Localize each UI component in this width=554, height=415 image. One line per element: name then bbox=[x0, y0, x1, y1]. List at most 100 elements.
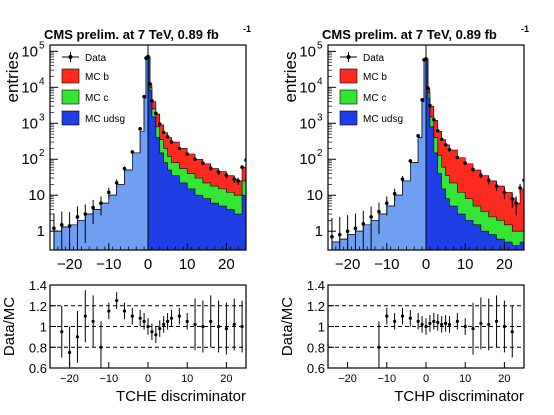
tchp-ratio-y-tick-label: 0.6 bbox=[307, 361, 325, 376]
tche-main-x-tick-label: 0 bbox=[144, 256, 152, 273]
tchp-ratio-ratio-point bbox=[455, 319, 459, 323]
tchp-main-y-tick-label: 10 bbox=[299, 43, 316, 60]
tchp-ratio-x-tick-label: −20 bbox=[338, 373, 357, 385]
tchp-ratio-ratio-point bbox=[494, 319, 499, 323]
tche-main-data-point bbox=[122, 166, 127, 171]
tchp-main-data-point bbox=[426, 86, 430, 90]
tche-ratio-x-tick-label: −20 bbox=[60, 373, 79, 385]
tche-ratio-ratio-point bbox=[68, 350, 72, 355]
tchp-ratio-ratio-point bbox=[424, 324, 428, 329]
tche-main-data-point bbox=[240, 165, 244, 170]
tchp-main-data-point bbox=[494, 184, 499, 188]
tche-main-data-point bbox=[59, 223, 64, 227]
tche-ratio-x-tick-label: −10 bbox=[99, 373, 118, 385]
tchp-main-data-point bbox=[432, 117, 436, 122]
tche-main-data-point bbox=[114, 181, 119, 185]
tche-main-y-tick-label: 10 bbox=[21, 115, 38, 132]
tchp-main-x-tick-label: −10 bbox=[374, 256, 399, 273]
tche-ratio-ratio-point bbox=[115, 298, 119, 303]
tche-ratio-y-tick-label: 1 bbox=[40, 320, 47, 335]
tche-main-data-point bbox=[107, 190, 111, 195]
tchp-main-y-tick-exponent: 2 bbox=[317, 148, 323, 159]
tchp-main-data-point bbox=[353, 226, 358, 231]
tche-ratio-ratio-point bbox=[91, 319, 95, 323]
tche-main-y-tick-exponent: 5 bbox=[39, 40, 45, 51]
tchp-ratio-ratio-point bbox=[471, 326, 475, 331]
tchp-ratio-y-tick-label: 1.2 bbox=[307, 299, 325, 314]
tche-ratio-ratio-point bbox=[130, 314, 134, 318]
tche-ratio-ratio-point bbox=[154, 333, 158, 337]
tche-ratio-panel: −20 −10 0 10 20 0.6 0.8 1 1.2 1.4 Data/MC TCHE disc… bbox=[1, 278, 247, 405]
tche-main-data-point bbox=[165, 135, 170, 139]
tchp-ratio-x-tick-label: 0 bbox=[423, 373, 429, 385]
tchp-main-data-point bbox=[502, 190, 507, 195]
tchp-main-data-point bbox=[439, 137, 444, 142]
tche-ratio-ratio-point bbox=[150, 330, 154, 334]
tchp-ratio-ratio-point bbox=[408, 316, 412, 320]
tche-ratio-ratio-point bbox=[216, 324, 221, 329]
tche-main-data-point bbox=[224, 173, 229, 178]
tche-ratio-ratio-point bbox=[166, 319, 170, 323]
tchp-ratio-x-tick-label: −10 bbox=[377, 373, 396, 385]
tchp-main-legend-data-marker bbox=[346, 55, 351, 59]
tchp-main-y-tick-exponent: 5 bbox=[317, 40, 323, 51]
tche-main-legend-swatch bbox=[61, 89, 80, 105]
tche-main-data-point bbox=[154, 111, 158, 116]
tchp-main-y-tick-label: 10 bbox=[306, 187, 323, 204]
tchp-main-y-tick-label: 10 bbox=[299, 79, 316, 96]
tche-main-data-point bbox=[138, 127, 142, 131]
tche-ratio-ratio-point bbox=[122, 309, 127, 313]
tchp-ratio-ratio-point bbox=[400, 314, 405, 318]
tchp-main-y-tick-label: 10 bbox=[299, 115, 316, 132]
tche-main-data-point bbox=[185, 152, 189, 156]
tche-ratio-y-tick-label: 0.8 bbox=[29, 340, 47, 355]
tchp-main-title-superscript: -1 bbox=[521, 24, 529, 34]
tchp-main-data-point bbox=[435, 128, 440, 133]
tche-main-y-label: entries bbox=[3, 51, 22, 102]
tchp-main-y-tick-label: 10 bbox=[299, 151, 316, 168]
tchp-main-data-point bbox=[345, 229, 350, 233]
tche-ratio-ratio-point bbox=[138, 316, 142, 320]
tche-main-legend-label: MC c bbox=[85, 93, 108, 104]
tche-main-plot-area bbox=[52, 45, 246, 250]
tchp-ratio-ratio-point bbox=[487, 322, 491, 327]
tchp-main-data-point bbox=[518, 186, 522, 190]
tchp-main-data-point bbox=[416, 133, 420, 138]
tchp-main-data-point bbox=[486, 178, 491, 183]
tchp-main-plot-area bbox=[330, 45, 524, 250]
tche-main-title: CMS prelim. at 7 TeV, 0.89 fb bbox=[44, 27, 219, 42]
tche-main-legend-swatch bbox=[61, 68, 80, 84]
tche-main-data-point bbox=[91, 205, 95, 210]
tchp-main-x-tick-label: 20 bbox=[496, 256, 513, 273]
tchp-main-data-point bbox=[392, 191, 397, 196]
tchp-ratio-x-label: TCHP discriminator bbox=[394, 388, 524, 405]
tche-ratio-ratio-point bbox=[169, 316, 174, 320]
tchp-ratio-ratio-point bbox=[377, 345, 381, 349]
tchp-ratio-ratio-point bbox=[440, 322, 444, 327]
tchp-main-legend-swatch bbox=[339, 68, 358, 84]
tche-main-x-tick-label: −20 bbox=[57, 256, 82, 273]
tche-ratio-ratio-point bbox=[224, 326, 228, 331]
tchp-main-legend-swatch bbox=[339, 89, 358, 105]
tchp-ratio-panel: −20 −10 0 10 20 0.6 0.8 1 1.2 1.4 Data/MC TCHP disc… bbox=[279, 278, 525, 405]
tche-main-data-point bbox=[193, 157, 197, 162]
tche-main-data-point bbox=[161, 130, 166, 135]
tche-main-y-tick-exponent: 2 bbox=[39, 148, 45, 159]
tche-ratio-y-label: Data/MC bbox=[1, 297, 18, 356]
tche-ratio-ratio-point bbox=[209, 319, 213, 323]
tchp-ratio-ratio-point bbox=[385, 314, 389, 318]
tche-ratio-ratio-point bbox=[146, 324, 150, 329]
tchp-main-x-tick-label: 10 bbox=[457, 256, 474, 273]
tche-main-data-point bbox=[130, 150, 135, 154]
tchp-main-y-tick-label: 1 bbox=[315, 223, 323, 240]
tchp-main-data-point bbox=[400, 177, 405, 181]
tche-ratio-y-tick-label: 1.4 bbox=[29, 278, 47, 293]
tche-ratio-ratio-point bbox=[240, 324, 244, 329]
tchp-main-data-point bbox=[420, 97, 424, 102]
tchp-ratio-plot-area bbox=[328, 295, 524, 368]
tchp-main-data-point bbox=[408, 159, 413, 163]
tche-ratio-x-tick-label: 20 bbox=[220, 373, 232, 385]
tche-main-y-tick-label: 10 bbox=[21, 151, 38, 168]
